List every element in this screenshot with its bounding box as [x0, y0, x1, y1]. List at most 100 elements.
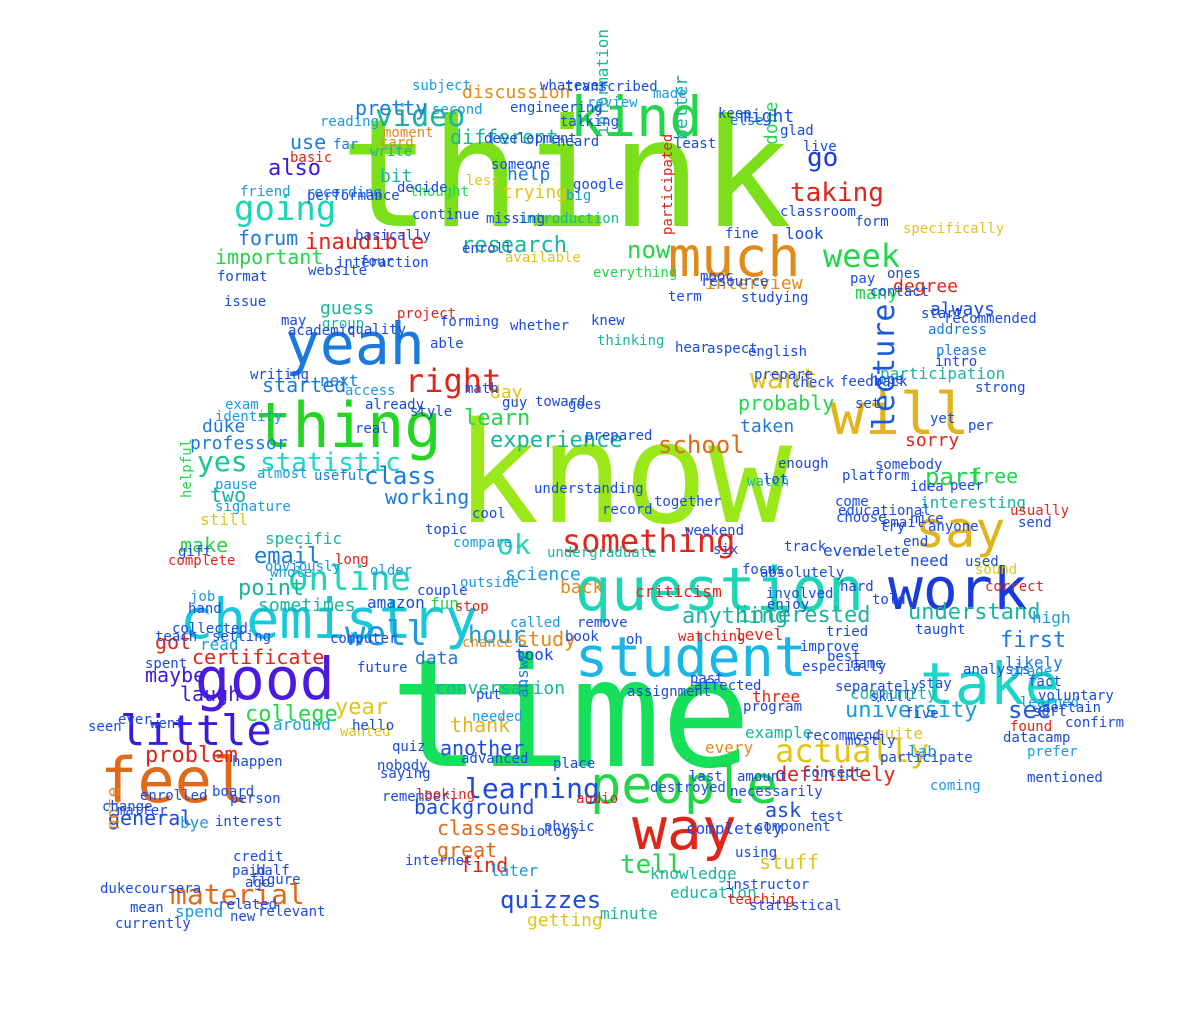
- word-skill-338: skill: [870, 689, 913, 705]
- word-go-35: go: [807, 143, 839, 173]
- word-strong-347: strong: [975, 380, 1026, 396]
- word-missing-293: missing: [486, 211, 546, 227]
- word-degree-97: degree: [893, 276, 959, 297]
- word-understand-66: understand: [908, 600, 1041, 625]
- word-english-178: english: [748, 344, 808, 360]
- word-lot-256: lot: [763, 472, 789, 488]
- word-computer-206: computer: [330, 631, 398, 647]
- word-problem-73: problem: [145, 743, 238, 768]
- word-look-109: look: [785, 224, 824, 243]
- word-video-20: video: [375, 99, 466, 134]
- word-figure-351: figure: [250, 872, 301, 888]
- word-teaching-236: teaching: [727, 892, 795, 908]
- word-still-117: still: [200, 510, 249, 529]
- word-oh-204: oh: [626, 632, 643, 648]
- word-feedback-325: feedback: [840, 374, 908, 390]
- word-set-328: set: [855, 396, 881, 412]
- word-recording-145: recording: [306, 185, 382, 201]
- word-available-167: available: [505, 250, 581, 266]
- word-real-184: real: [355, 421, 389, 437]
- word-stuff-70: stuff: [759, 850, 820, 874]
- word-mentioned-343: mentioned: [1027, 770, 1103, 786]
- word-nice-261: nice: [910, 511, 944, 527]
- word-yet-329: yet: [930, 411, 956, 427]
- word-studying-170: studying: [741, 290, 809, 306]
- word-learning-27: learning: [465, 772, 600, 805]
- word-participated-164: participated: [660, 133, 676, 235]
- word-research-40: research: [461, 233, 567, 258]
- word-conversation-62: conversation: [435, 678, 566, 699]
- word-ago-354: ago: [245, 875, 271, 891]
- word-every-136: every: [705, 738, 754, 757]
- word-think-0: think: [340, 88, 792, 262]
- word-sometimes-104: sometimes: [258, 595, 356, 616]
- word-dukecoursera-349: dukecoursera: [100, 881, 202, 897]
- word-prepare-324: prepare: [754, 367, 814, 383]
- word-thank-61: thank: [450, 713, 511, 737]
- word-happen-362: happen: [232, 754, 283, 770]
- word-issue-298: issue: [224, 294, 267, 310]
- word-coming-242: coming: [930, 778, 981, 794]
- word-used-252: used: [965, 554, 999, 570]
- word-week-25: week: [823, 237, 901, 275]
- word-else-160: else: [730, 113, 764, 129]
- word-fine-162: fine: [725, 226, 759, 242]
- word-destroyed-230: destroyed: [650, 780, 726, 796]
- word-math-309: math: [465, 381, 499, 397]
- word-new-374: new: [230, 909, 256, 925]
- word-went-365: went: [150, 716, 184, 732]
- word-high-115: high: [1032, 608, 1071, 627]
- word-voluntary-346: voluntary: [1038, 688, 1114, 704]
- word-affected-211: affected: [694, 678, 762, 694]
- word-participate-239: participate: [880, 750, 973, 766]
- word-exam-182: exam: [225, 397, 259, 413]
- word-remember-220: remember: [382, 789, 450, 805]
- word-peer-333: peer: [950, 478, 984, 494]
- word-card-156: card: [380, 135, 414, 151]
- word-actually-26: actually: [775, 732, 930, 770]
- word-learned-246: learned: [1020, 695, 1080, 711]
- word-right-24: right: [405, 362, 502, 400]
- word-find-58: find: [460, 853, 509, 877]
- word-email-262: email: [882, 515, 925, 531]
- word-forum-38: forum: [238, 226, 299, 250]
- word-another-60: another: [440, 736, 525, 760]
- word-weekend-318: weekend: [685, 523, 745, 539]
- word-spend-119: spend: [175, 902, 224, 921]
- word-compare-191: compare: [453, 535, 513, 551]
- word-place-224: place: [553, 756, 596, 772]
- word-guess-105: guess: [320, 298, 375, 319]
- word-goes-312: goes: [568, 397, 602, 413]
- word-enjoy-322: enjoy: [767, 597, 810, 613]
- word-maybe-77: maybe: [145, 663, 206, 687]
- word-job-197: job: [190, 589, 216, 605]
- word-whole-196: whole: [270, 565, 313, 581]
- word-decide-295: decide: [397, 180, 448, 196]
- word-likely-116: likely: [1005, 653, 1063, 672]
- word-together-316: together: [654, 494, 722, 510]
- word-great-57: great: [437, 838, 498, 862]
- word-last-229: last: [689, 769, 723, 785]
- word-access-180: access: [345, 383, 396, 399]
- word-stop-201: stop: [455, 599, 489, 615]
- word-certificate-52: certificate: [192, 645, 325, 669]
- word-ask-71: ask: [765, 798, 802, 822]
- word-google-288: google: [573, 177, 624, 193]
- word-live-280: live: [803, 139, 837, 155]
- word-everything-169: everything: [593, 265, 678, 281]
- word-enrolled-363: enrolled: [140, 788, 208, 804]
- word-later-124: later: [490, 861, 539, 880]
- word-understanding-315: understanding: [534, 481, 644, 497]
- word-idea-332: idea: [910, 479, 944, 495]
- word-bye-120: bye: [180, 813, 209, 832]
- word-second-154: second: [432, 102, 483, 118]
- word-school-43: school: [658, 431, 745, 459]
- word-looking-222: looking: [416, 787, 476, 803]
- word-always-98: always: [930, 299, 996, 320]
- word-format-297: format: [217, 269, 268, 285]
- word-taught-337: taught: [915, 622, 966, 638]
- word-matter-369: matter: [117, 803, 168, 819]
- word-watching-205: watching: [678, 629, 746, 645]
- word-chemistry-5: chemistry: [180, 587, 479, 651]
- word-separately-341: separately: [835, 679, 920, 695]
